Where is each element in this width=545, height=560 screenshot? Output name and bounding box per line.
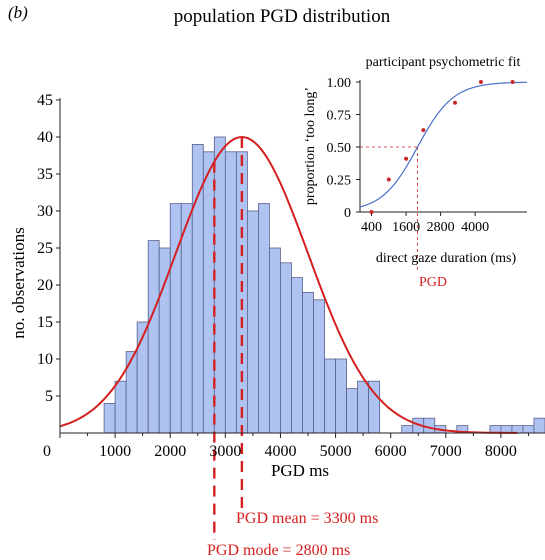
histogram-bar (114, 380, 127, 434)
main-x-tick-label: 5000 (320, 443, 352, 460)
inset-y-axis-label: proportion ‘too long’ (303, 87, 318, 205)
histogram-bar (125, 351, 138, 434)
main-x-tick-label: 6000 (375, 443, 407, 460)
mode-annotation: PGD mode = 2800 ms (207, 542, 350, 559)
main-y-tick-label: 30 (37, 203, 53, 220)
histogram-bar (169, 203, 182, 434)
main-x-tick-label: 1000 (99, 443, 131, 460)
histogram-bar (335, 358, 347, 434)
main-y-tick-label: 40 (37, 129, 53, 146)
histogram-bars (103, 136, 545, 434)
histogram-bar (313, 299, 325, 434)
histogram-bar (423, 417, 436, 434)
inset-y-tick-label: 0.25 (327, 174, 352, 189)
main-y-tick-label: 15 (37, 314, 53, 331)
histogram-bar (522, 425, 535, 434)
psychometric-fit-curve (359, 81, 527, 208)
main-x-axis-label: PGD ms (271, 461, 329, 480)
inset-x-tick-label: 4000 (461, 220, 489, 235)
inset-data-point (453, 100, 458, 105)
main-x-tick-label: 0 (43, 443, 51, 460)
figure-title: population PGD distribution (174, 6, 391, 27)
inset-data-point (478, 80, 483, 84)
histogram-bar (302, 291, 314, 434)
inset-pgd-guides (360, 146, 418, 270)
inset-x-tick-label: 2800 (427, 220, 455, 235)
inset-title: participant psychometric fit (366, 55, 521, 70)
histogram-bar (202, 151, 215, 434)
main-chart: 0 1000 2000 3000 4000 5000 6000 7000 8000 510152… (9, 92, 545, 559)
histogram-bar (291, 277, 303, 434)
inset-data-point (404, 156, 409, 161)
main-x-tick-label: 7000 (430, 443, 462, 460)
inset-y-tick-label: 0.75 (327, 109, 352, 124)
main-y-tick-label: 35 (37, 166, 53, 183)
main-axes (56, 98, 545, 438)
inset-y-tick-label: 1.00 (327, 76, 352, 91)
inset-x-tick-label: 1600 (392, 220, 420, 235)
histogram-bar (511, 425, 524, 434)
inset-data-point (386, 177, 391, 182)
normal-fit-curve (59, 135, 518, 434)
main-x-tick-label: 2000 (154, 443, 186, 460)
pgd-annotation: PGD (419, 275, 447, 290)
inset-y-tick-label: 0 (344, 206, 351, 221)
main-x-tick-label: 4000 (264, 443, 296, 460)
inset-axes (356, 80, 527, 216)
main-y-tick-labels: 5 10 15 20 25 30 35 40 45 (37, 92, 53, 405)
inset-x-tick-labels: 400 1600 2800 4000 (361, 220, 489, 235)
histogram-bar (346, 388, 359, 434)
main-y-tick-label: 25 (37, 240, 53, 257)
inset-x-tick-label: 400 (361, 220, 382, 235)
histogram-bar (180, 203, 193, 434)
panel-label: (b) (8, 3, 28, 22)
histogram-bar (324, 358, 336, 434)
main-x-tick-label: 8000 (485, 443, 517, 460)
main-y-tick-label: 20 (37, 277, 53, 294)
inset-y-tick-labels: 0 0.25 0.50 0.75 1.00 (327, 76, 352, 221)
histogram-bar (401, 425, 414, 434)
histogram-bar (533, 417, 545, 434)
inset-data-point (421, 128, 426, 133)
main-y-tick-label: 10 (37, 351, 53, 368)
histogram-bar (224, 151, 237, 434)
main-x-tick-labels: 0 1000 2000 3000 4000 5000 6000 7000 8000 (43, 443, 517, 460)
histogram-bar (147, 240, 160, 434)
main-x-tick-label: 3000 (209, 443, 241, 460)
histogram-bar (213, 136, 226, 434)
inset-data-point (369, 210, 374, 214)
histogram-bar (258, 203, 270, 434)
inset-y-tick-label: 0.50 (327, 141, 352, 156)
histogram-bar (280, 262, 292, 434)
histogram-bar (357, 380, 370, 434)
inset-data-point (510, 80, 515, 84)
histogram-bar (103, 402, 116, 434)
inset-x-axis-label: direct gaze duration (ms) (376, 251, 517, 266)
histogram-bar (269, 247, 281, 434)
main-y-axis-label: no. observations (9, 227, 28, 338)
mean-annotation: PGD mean = 3300 ms (236, 510, 378, 527)
histogram-bar (246, 210, 259, 434)
main-y-tick-label: 45 (37, 92, 53, 109)
inset-data-points (369, 80, 515, 214)
inset-chart: participant psychometric fit 400 1600 2800… (303, 55, 527, 290)
main-y-tick-label: 5 (45, 388, 53, 405)
histogram-bar (500, 425, 513, 434)
